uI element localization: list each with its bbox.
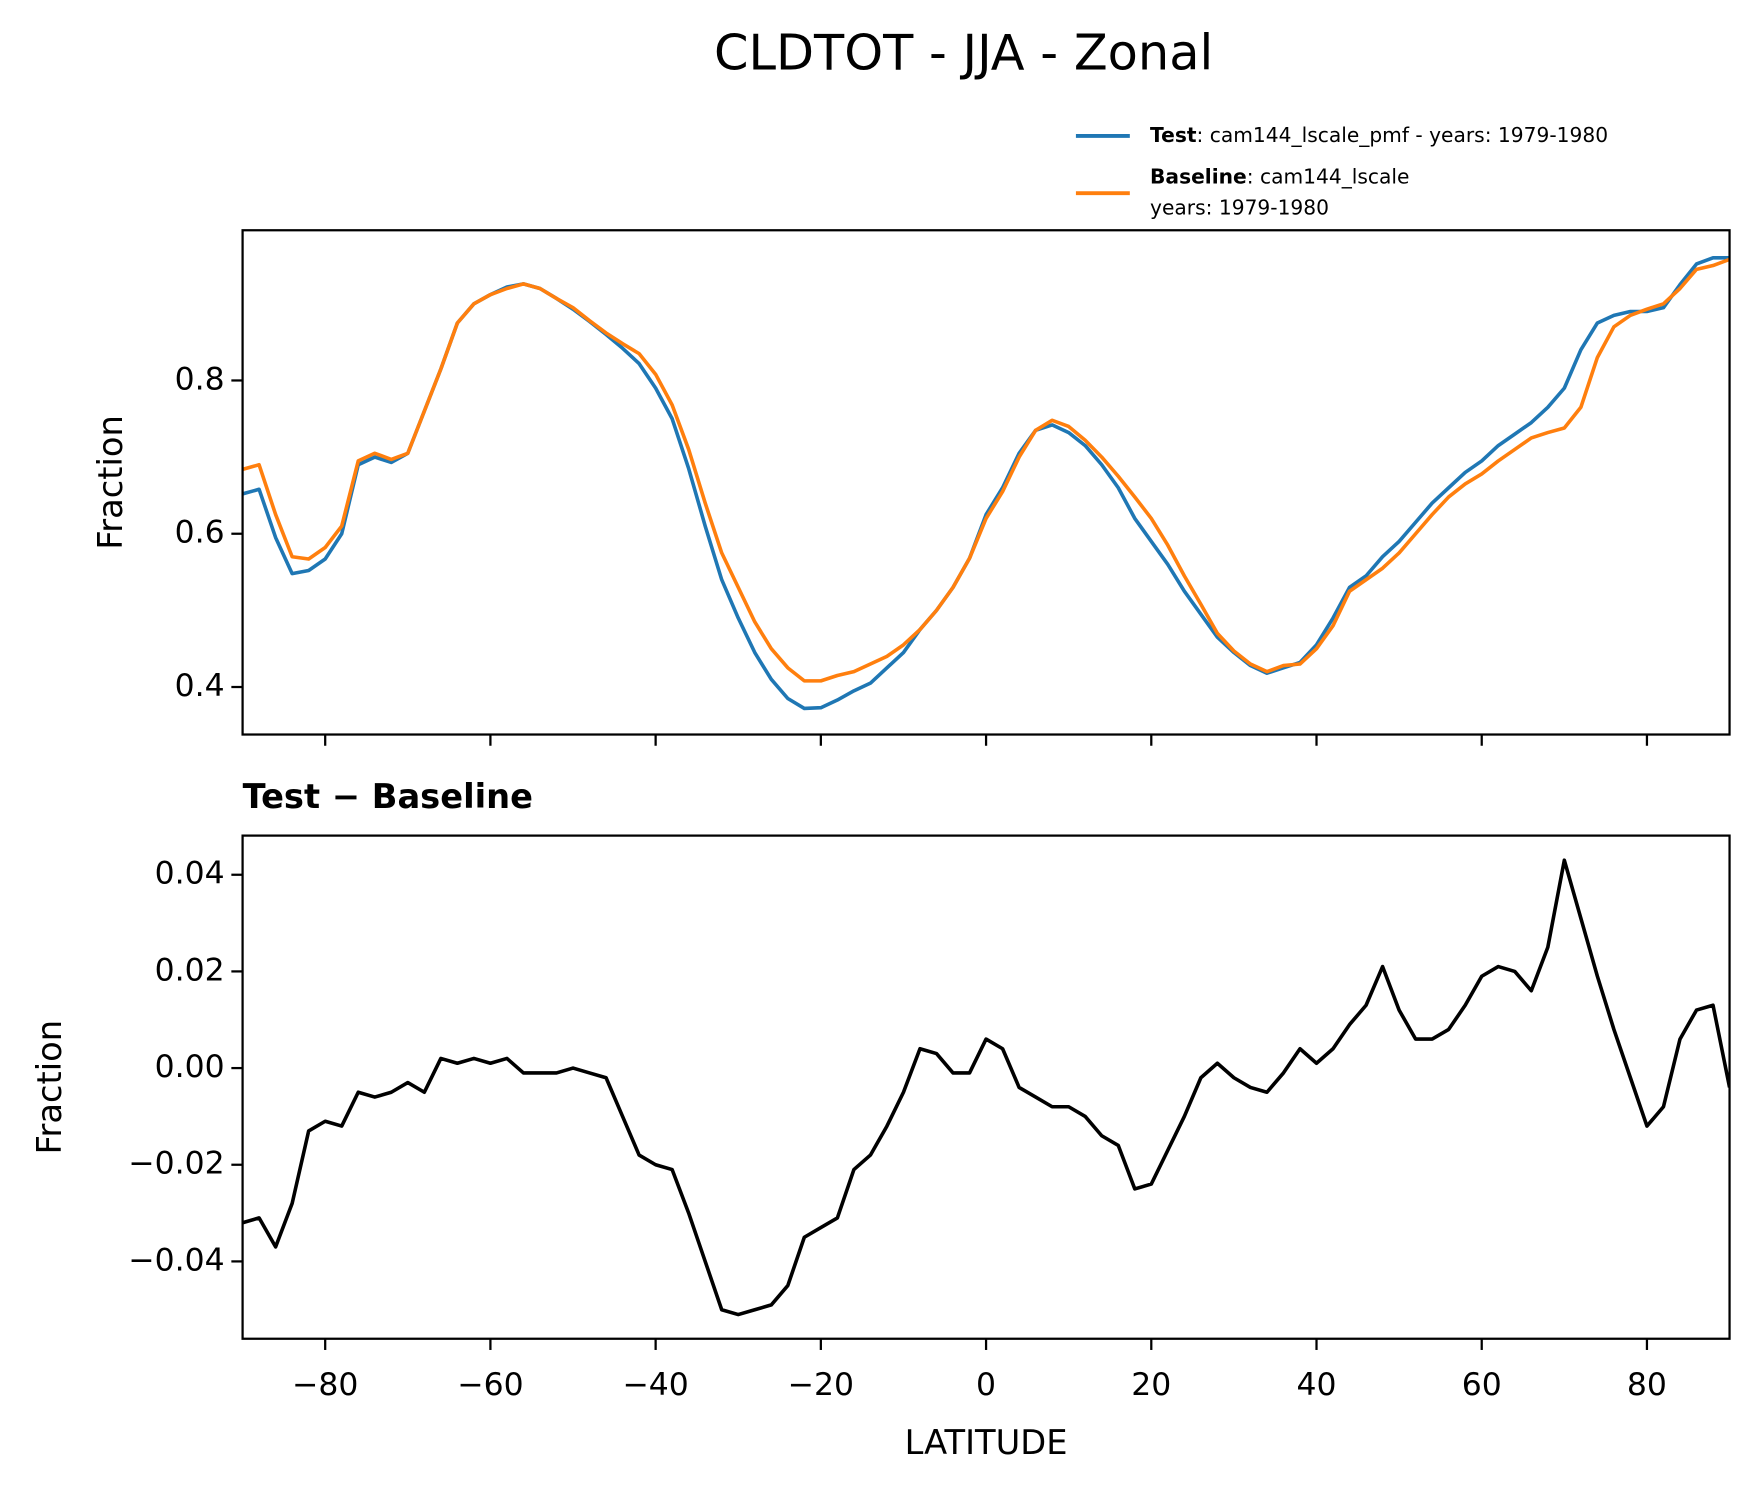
x-tick-label: 40 bbox=[1296, 1367, 1336, 1403]
y-tick-label: 0.4 bbox=[175, 668, 225, 704]
x-tick-label: −40 bbox=[622, 1367, 688, 1403]
y-axis-label: Fraction bbox=[91, 415, 130, 549]
y-tick-label: 0.6 bbox=[175, 515, 225, 551]
axes-title: Test − Baseline bbox=[243, 777, 533, 816]
legend-entry: Baseline: cam144_lscale bbox=[1150, 164, 1409, 188]
x-tick-label: 20 bbox=[1131, 1367, 1171, 1403]
legend-description: : cam144_lscale_pmf - years: 1979-1980 bbox=[1197, 122, 1609, 146]
y-tick-label: 0.02 bbox=[155, 952, 225, 988]
x-tick-label: 60 bbox=[1462, 1367, 1502, 1403]
series-line bbox=[242, 257, 1730, 683]
figure-title: CLDTOT - JJA - Zonal bbox=[714, 24, 1213, 82]
x-tick-label: −20 bbox=[788, 1367, 854, 1403]
axes-frame bbox=[241, 834, 1731, 1340]
x-tick-label: −80 bbox=[292, 1367, 358, 1403]
legend-entry: Test: cam144_lscale_pmf - years: 1979-19… bbox=[1150, 122, 1608, 146]
x-axis-label: LATITUDE bbox=[905, 1423, 1068, 1462]
axes-frame bbox=[241, 229, 1731, 736]
legend-name: Test bbox=[1150, 122, 1197, 146]
y-tick-label: −0.02 bbox=[128, 1146, 224, 1182]
x-tick-label: 80 bbox=[1627, 1367, 1667, 1403]
y-tick-label: 0.04 bbox=[155, 856, 225, 892]
x-tick-label: 0 bbox=[976, 1367, 996, 1403]
y-tick-label: 0.00 bbox=[155, 1049, 225, 1085]
y-tick-label: −0.04 bbox=[128, 1242, 224, 1278]
legend-description: : cam144_lscale bbox=[1247, 164, 1410, 188]
legend-name: Baseline bbox=[1150, 164, 1247, 188]
series-line bbox=[242, 256, 1730, 711]
y-axis-label: Fraction bbox=[30, 1020, 69, 1154]
legend-description: years: 1979-1980 bbox=[1150, 195, 1329, 219]
y-tick-label: 0.8 bbox=[175, 361, 225, 397]
x-tick-label: −60 bbox=[457, 1367, 523, 1403]
series-line bbox=[242, 858, 1730, 1317]
